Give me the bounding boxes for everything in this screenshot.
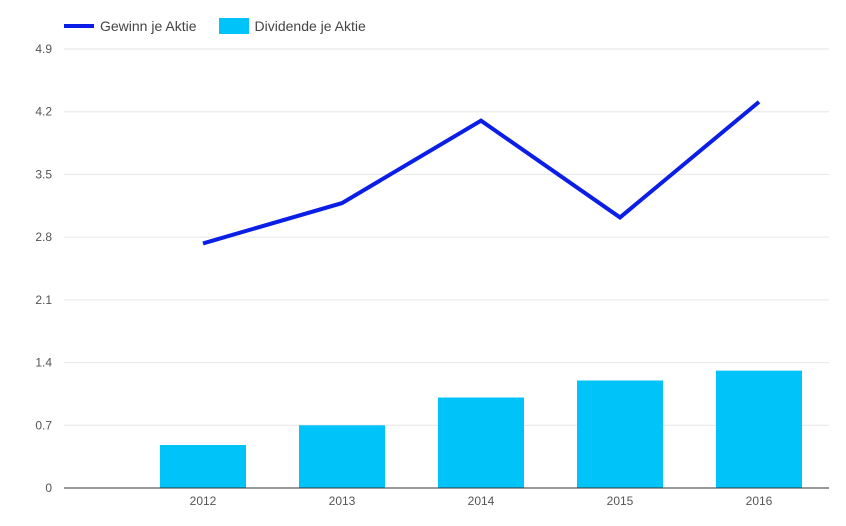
legend: Gewinn je Aktie Dividende je Aktie	[64, 18, 388, 34]
x-tick-label: 2013	[329, 494, 356, 508]
legend-swatch-bar	[218, 18, 249, 34]
y-tick-label: 4.9	[35, 42, 52, 56]
x-tick-label: 2014	[468, 494, 495, 508]
y-tick-label: 0.7	[35, 418, 52, 432]
legend-item-gewinn[interactable]: Gewinn je Aktie	[64, 18, 197, 34]
bar-dividende	[716, 370, 802, 488]
y-tick-label: 4.2	[35, 105, 52, 119]
y-tick-label: 0	[45, 481, 52, 495]
line-gewinn	[202, 100, 761, 246]
y-tick-label: 2.8	[35, 230, 52, 244]
y-tick-label: 1.4	[35, 356, 52, 370]
y-tick-label: 2.1	[35, 293, 52, 307]
legend-item-dividende[interactable]: Dividende je Aktie	[218, 18, 366, 34]
bar-dividende	[577, 380, 663, 488]
y-tick-label: 3.5	[35, 167, 52, 181]
bar-dividende	[299, 425, 385, 488]
bar-dividende	[160, 444, 246, 488]
legend-swatch-line	[64, 24, 94, 28]
x-tick-label: 2016	[746, 494, 773, 508]
bar-dividende	[438, 397, 524, 488]
x-tick-label: 2012	[190, 494, 217, 508]
legend-label-dividende: Dividende je Aktie	[254, 18, 366, 34]
x-tick-label: 2015	[607, 494, 634, 508]
legend-label-gewinn: Gewinn je Aktie	[100, 18, 197, 34]
